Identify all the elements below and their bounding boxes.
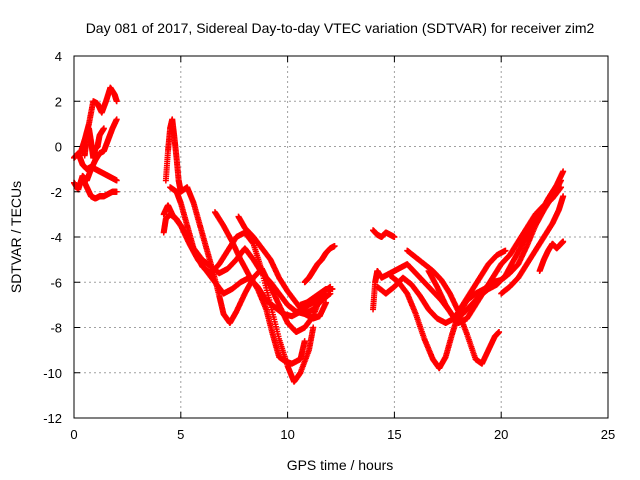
data-point <box>113 116 120 123</box>
data-point <box>113 177 120 184</box>
data-point <box>100 125 107 132</box>
y-axis-label: SDTVAR / TECUs <box>8 181 24 293</box>
series-4 <box>79 175 120 202</box>
x-tick-label: 10 <box>280 427 294 442</box>
chart-title: Day 081 of 2017, Sidereal Day-to-day VTE… <box>86 20 595 36</box>
y-tick-label: -12 <box>43 411 62 426</box>
series-5 <box>81 125 107 161</box>
y-tick-label: -8 <box>50 321 62 336</box>
x-tick-label: 5 <box>177 427 184 442</box>
x-tick-label: 25 <box>601 427 615 442</box>
y-tick-label: 0 <box>55 140 62 155</box>
y-tick-label: -2 <box>50 185 62 200</box>
y-tick-label: 4 <box>55 49 62 64</box>
x-tick-label: 0 <box>70 427 77 442</box>
data-point <box>113 188 120 195</box>
x-tick-label: 20 <box>494 427 508 442</box>
series-9 <box>167 184 317 385</box>
x-axis-label: GPS time / hours <box>287 457 394 473</box>
y-tick-label: -6 <box>50 275 62 290</box>
data-point <box>113 98 120 105</box>
y-tick-label: -4 <box>50 230 62 245</box>
y-tick-label: 2 <box>55 94 62 109</box>
y-tick-label: -10 <box>43 366 62 381</box>
data-points <box>71 84 567 385</box>
x-tick-label: 15 <box>387 427 401 442</box>
